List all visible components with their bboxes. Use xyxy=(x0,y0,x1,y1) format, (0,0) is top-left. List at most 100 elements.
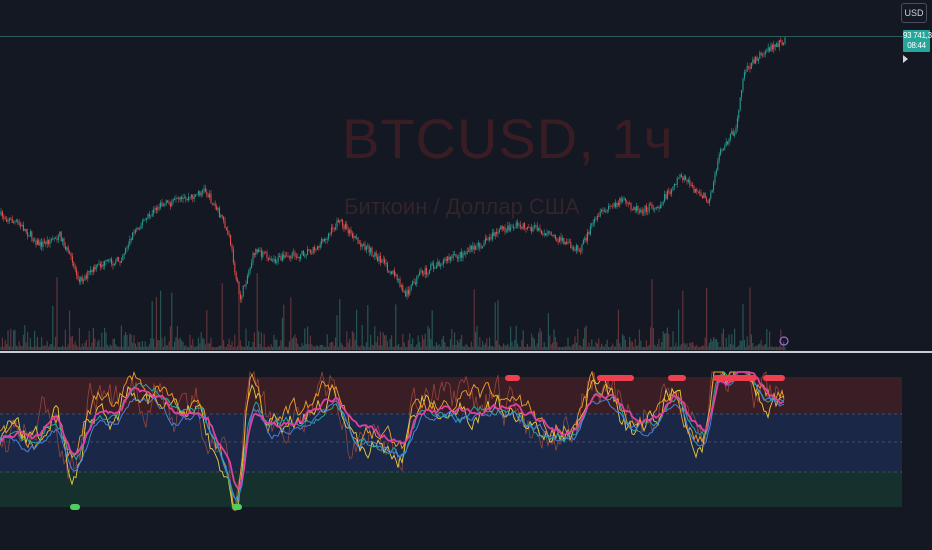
volume-bar xyxy=(680,343,682,350)
candle-body xyxy=(731,131,733,135)
last-price-line xyxy=(0,36,903,37)
volume-bar xyxy=(750,334,752,350)
volume-bar xyxy=(608,346,610,350)
volume-bar xyxy=(84,342,86,350)
candle-body xyxy=(356,237,358,239)
candle-body xyxy=(290,256,292,259)
pane-divider[interactable] xyxy=(0,351,932,353)
candle-body xyxy=(102,264,104,267)
volume-bar xyxy=(458,342,460,350)
candle-body xyxy=(655,206,657,209)
currency-selector-button[interactable]: USD xyxy=(901,3,927,23)
volume-bar xyxy=(568,346,570,350)
volume-bar xyxy=(475,331,477,350)
volume-bar xyxy=(21,346,23,350)
candle-body xyxy=(743,72,745,79)
candle-body xyxy=(211,203,213,205)
candle-body xyxy=(45,242,47,244)
candle-body xyxy=(463,253,465,254)
volume-bar xyxy=(461,334,463,350)
candle-body xyxy=(144,219,146,221)
volume-bar xyxy=(525,346,527,350)
candle-body xyxy=(693,186,695,193)
volume-bar xyxy=(99,346,101,350)
volume-bar xyxy=(50,343,52,350)
candle-body xyxy=(192,194,194,199)
candle-body xyxy=(28,235,30,237)
candle-body xyxy=(435,265,437,268)
volume-bar xyxy=(685,344,687,350)
volume-bar xyxy=(256,273,258,350)
volume-bar xyxy=(505,345,507,350)
volume-bar xyxy=(598,338,600,350)
candle-body xyxy=(179,197,181,200)
candle-body xyxy=(41,241,43,248)
volume-bar xyxy=(430,338,432,350)
volume-bar xyxy=(329,342,331,350)
volume-bar xyxy=(125,331,127,350)
volume-bar xyxy=(372,345,374,350)
main-price-pane[interactable]: BTCUSD, 1ч Биткоин / Доллар США USD 93 7… xyxy=(0,0,932,352)
volume-bar xyxy=(67,344,69,350)
candle-body xyxy=(676,178,678,185)
volume-bar xyxy=(560,346,562,350)
volume-bar xyxy=(49,344,51,350)
candle-body xyxy=(25,229,27,233)
volume-bar xyxy=(176,326,178,350)
scale-arrow-icon[interactable] xyxy=(903,55,908,63)
candle-body xyxy=(242,285,244,297)
volume-bar xyxy=(650,327,652,350)
candle-body xyxy=(748,66,750,67)
volume-bar xyxy=(35,346,37,350)
candle-body xyxy=(419,271,421,276)
volume-bar xyxy=(130,334,132,350)
candle-body xyxy=(533,225,535,228)
candle-body xyxy=(659,205,661,209)
candle-body xyxy=(375,252,377,258)
oscillator-pane[interactable] xyxy=(0,354,932,550)
volume-bar xyxy=(689,342,691,350)
volume-bar xyxy=(209,343,211,350)
zone-oversold xyxy=(0,472,902,507)
volume-bar xyxy=(29,338,31,350)
candle-body xyxy=(477,242,479,246)
volume-bar xyxy=(157,340,159,350)
volume-bar xyxy=(494,302,496,350)
candle-body xyxy=(438,261,440,267)
volume-bar xyxy=(360,345,362,350)
candle-body xyxy=(56,238,58,240)
candle-body xyxy=(741,89,743,98)
candle-body xyxy=(696,188,698,192)
volume-bar xyxy=(80,346,82,350)
candle-body xyxy=(650,204,652,205)
volume-bar xyxy=(627,346,629,350)
candle-body xyxy=(427,273,429,275)
candle-body xyxy=(637,206,639,212)
volume-bar xyxy=(307,326,309,350)
candle-body xyxy=(497,232,499,234)
volume-bar xyxy=(196,345,198,350)
volume-bar xyxy=(578,345,580,350)
candle-body xyxy=(679,174,681,178)
volume-bar xyxy=(140,346,142,350)
volume-bar xyxy=(151,301,153,350)
candle-body xyxy=(539,228,541,231)
volume-bar xyxy=(496,340,498,350)
description-watermark: Биткоин / Доллар США xyxy=(344,194,580,219)
volume-bar xyxy=(489,337,491,350)
candle-body xyxy=(48,239,50,245)
volume-bar xyxy=(85,339,87,350)
volume-bar xyxy=(585,325,587,350)
volume-bar xyxy=(710,338,712,350)
candle-body xyxy=(582,240,584,245)
magenta-line xyxy=(0,371,785,490)
candle-body xyxy=(160,202,162,208)
volume-bar xyxy=(347,342,349,350)
volume-bar xyxy=(722,328,724,350)
volume-bar xyxy=(466,345,468,350)
candle-body xyxy=(417,275,419,277)
candle-body xyxy=(297,257,299,258)
volume-bar xyxy=(34,330,36,350)
candle-body xyxy=(200,192,202,196)
candle-body xyxy=(358,242,360,244)
